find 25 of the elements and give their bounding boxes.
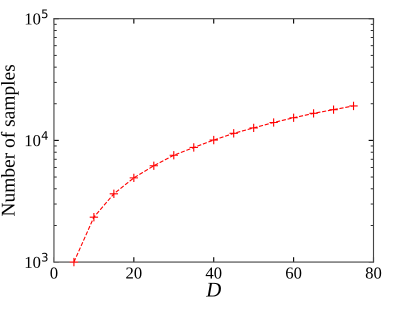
x-tick-label: 0	[50, 267, 58, 279]
point	[228, 128, 238, 138]
point	[129, 173, 139, 183]
point	[268, 118, 278, 128]
x-tick-label: 20	[126, 267, 142, 279]
point	[189, 142, 198, 152]
y-tick-label: 10$^{3}$	[26, 252, 48, 268]
y-tick-label: 10$^{4}$	[26, 131, 48, 146]
y-tick-label: 10$^{5}$	[26, 10, 48, 25]
point	[149, 161, 159, 170]
point	[169, 150, 178, 160]
point	[69, 257, 79, 267]
point	[209, 135, 218, 145]
point	[248, 123, 258, 133]
point	[348, 101, 358, 111]
point	[308, 108, 318, 118]
point	[328, 104, 338, 114]
point	[109, 189, 119, 199]
point	[288, 113, 298, 122]
x-tick-label: 60	[286, 267, 302, 279]
point	[89, 212, 99, 222]
x-tick-label: 80	[366, 267, 382, 279]
y-axis-title: Number of samples	[0, 64, 19, 216]
x-axis-title: D	[206, 282, 221, 297]
x-tick-label: 40	[206, 267, 222, 279]
